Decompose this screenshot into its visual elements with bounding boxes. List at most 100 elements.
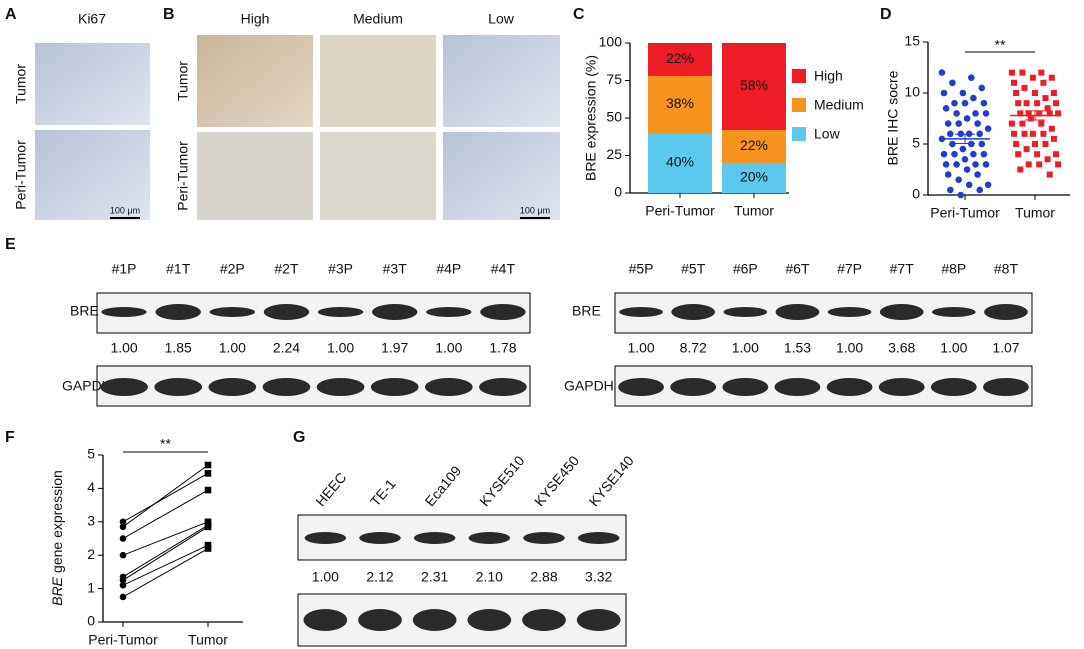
micrograph (35, 43, 150, 125)
protein-label: BRE (572, 303, 601, 319)
y-tick-label: 0 (87, 613, 95, 629)
ratio: 1.78 (489, 340, 516, 356)
blot-frame (297, 514, 627, 561)
value-label: 38% (666, 95, 694, 111)
blot-band (775, 304, 820, 320)
lane-label: #2P (220, 261, 245, 277)
point (119, 593, 127, 601)
row-label: Tumor (175, 61, 191, 101)
legend-swatch (792, 98, 806, 112)
panel-label: A (5, 6, 17, 23)
value-label: 58% (740, 77, 768, 93)
y-tick-label: 100 (599, 34, 623, 50)
point (974, 120, 981, 127)
x-tick-label: Tumor (1015, 205, 1055, 221)
point (980, 99, 988, 107)
blot-band (619, 307, 663, 317)
blot-band (101, 307, 147, 317)
point (1046, 171, 1053, 178)
y-tick-label: 25 (606, 146, 622, 162)
legend-swatch (792, 69, 806, 83)
y-tick-label: 1 (87, 579, 95, 595)
legend-label: High (814, 68, 843, 84)
value-label: 20% (740, 169, 768, 185)
x-tick-label: Peri-Tumor (88, 632, 158, 648)
pair-line (122, 521, 209, 556)
bar-segment (648, 43, 712, 76)
point (1046, 110, 1053, 117)
point (1013, 141, 1020, 147)
point (119, 581, 127, 589)
x-tick-label: Tumor (734, 203, 774, 219)
point (959, 145, 967, 153)
x-tick-label: Peri-Tumor (645, 203, 715, 219)
ratio: 1.00 (312, 569, 339, 585)
point (1017, 110, 1024, 117)
legend-label: Medium (814, 97, 864, 113)
bar-segment (722, 43, 786, 130)
blot-frame (297, 593, 627, 647)
point (1053, 151, 1059, 158)
ratio: 2.12 (366, 569, 393, 585)
y-tick-label: 10 (904, 84, 920, 100)
point (942, 161, 950, 168)
blot-band (670, 378, 717, 396)
blot-band (209, 307, 256, 317)
ratio: 3.32 (585, 569, 612, 585)
point (204, 486, 212, 494)
point (972, 110, 979, 117)
ratio: 2.10 (476, 569, 503, 585)
micrograph (320, 132, 436, 220)
point (949, 140, 956, 148)
pair-line (122, 464, 209, 528)
column-label: Low (488, 11, 515, 27)
blot-band (984, 304, 1028, 320)
x-tick-label: Tumor (188, 632, 228, 648)
panel-label: E (5, 236, 16, 253)
point (1021, 84, 1028, 91)
lane-label: #7P (837, 261, 862, 277)
point (1027, 115, 1034, 122)
ratio: 1.00 (327, 340, 354, 356)
legend-label: Low (814, 126, 841, 142)
point (1050, 90, 1057, 96)
point (204, 461, 212, 469)
point (961, 156, 969, 163)
blot-band (879, 304, 924, 320)
point (944, 171, 952, 178)
ratio: 1.00 (219, 340, 246, 356)
y-tick-label: 75 (606, 71, 622, 87)
y-axis-label: BRE gene expression (49, 470, 65, 606)
lane-label: #2T (274, 261, 299, 277)
lane-label: KYSE140 (586, 452, 637, 509)
point (959, 89, 967, 97)
point (982, 161, 990, 168)
y-tick-label: 50 (606, 109, 622, 125)
blot-band (523, 532, 565, 544)
point (953, 110, 960, 117)
point (980, 150, 988, 158)
x-tick-label: Peri-Tumor (930, 205, 1000, 221)
panel-label: C (573, 6, 585, 23)
ratio: 1.00 (732, 340, 759, 356)
point (1017, 166, 1024, 173)
point (957, 130, 965, 138)
point (1038, 69, 1045, 76)
blot-band (826, 378, 873, 396)
blot-band (371, 304, 418, 320)
blot-band (412, 609, 457, 631)
point (970, 94, 977, 102)
point (1042, 95, 1049, 102)
point (965, 181, 973, 189)
blot-band (358, 609, 402, 631)
row-label: Peri-Tumor (13, 140, 29, 210)
blot-band (413, 532, 456, 544)
y-axis-label: BRE expression (%) (583, 55, 599, 181)
point (204, 545, 212, 552)
blot-band (262, 378, 311, 396)
point (1044, 105, 1051, 112)
point (1040, 79, 1047, 86)
point (970, 150, 977, 158)
blot-band (155, 304, 201, 320)
micrograph (320, 35, 436, 127)
